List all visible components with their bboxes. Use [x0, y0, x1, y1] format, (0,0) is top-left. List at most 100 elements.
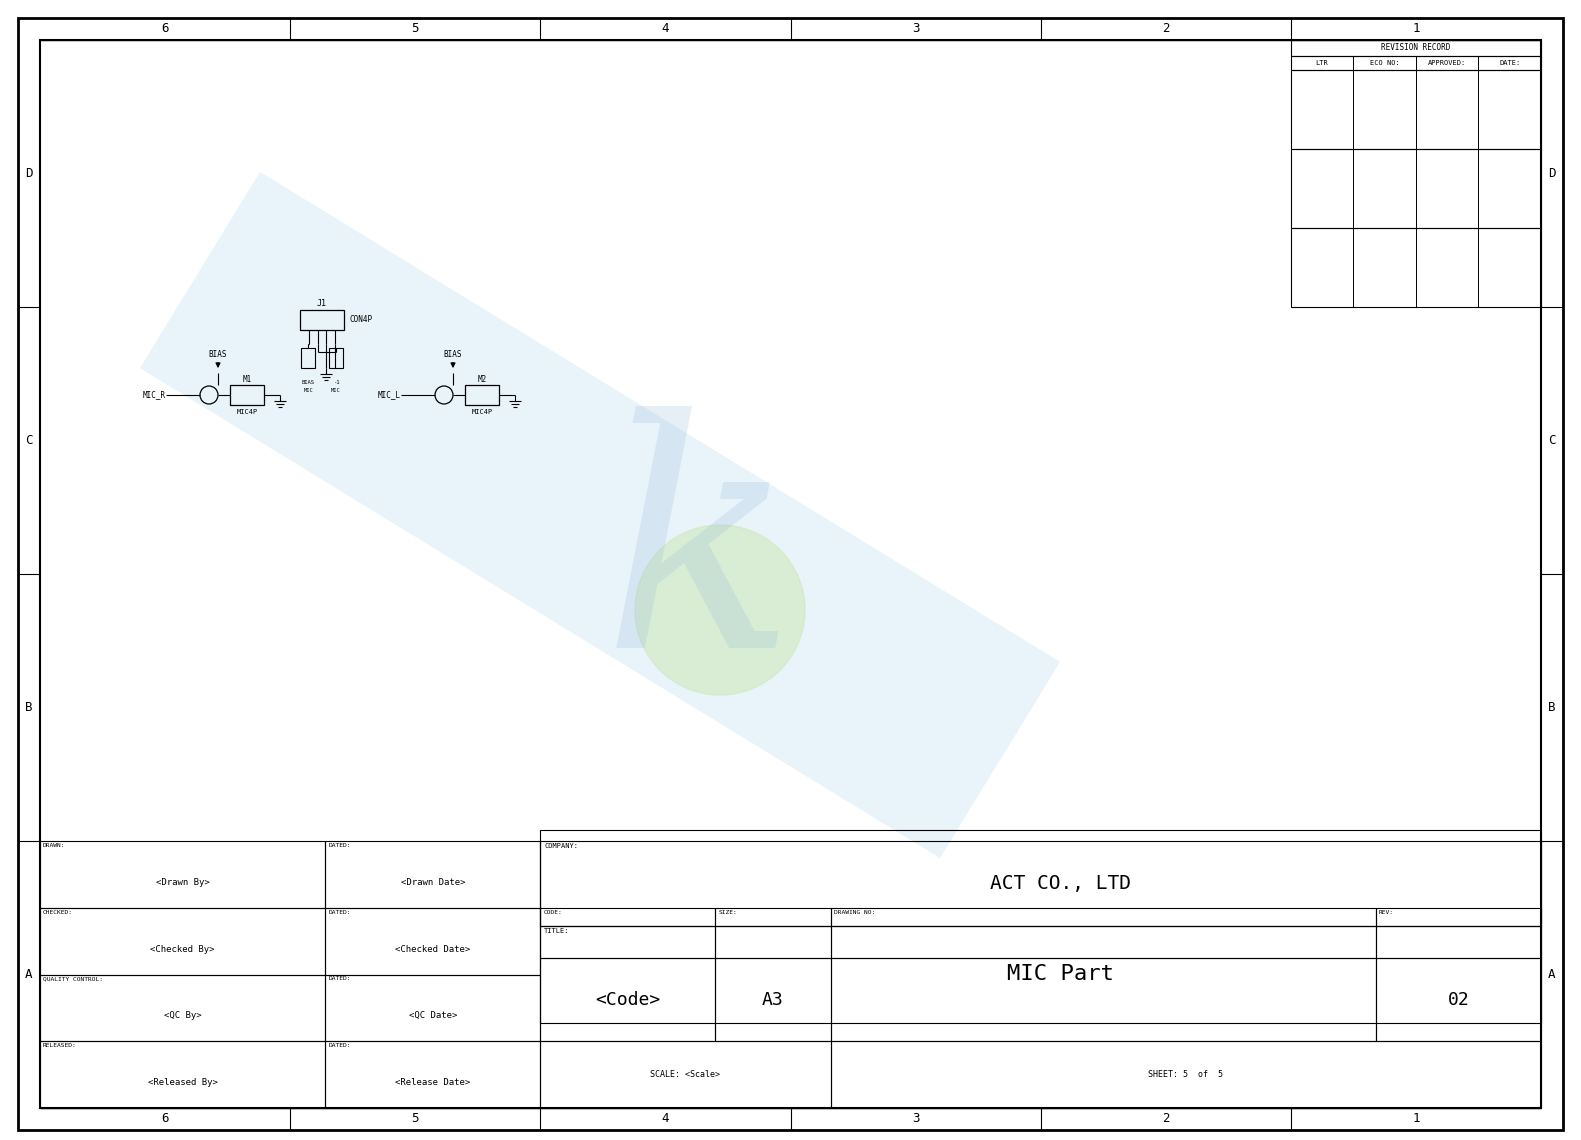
Bar [830, 907, 1375, 959]
Bar [1290, 149, 1541, 228]
Bar [1290, 228, 1541, 307]
Text: CHECKED:: CHECKED: [43, 910, 73, 914]
Text: RELEASED:: RELEASED: [43, 1043, 77, 1049]
Text: M2: M2 [477, 375, 487, 383]
Bar [40, 1041, 326, 1108]
Text: D: D [1548, 166, 1556, 180]
Text: C: C [1548, 434, 1556, 447]
Text: <Released By>: <Released By> [147, 1078, 218, 1088]
Text: QUALITY CONTROL:: QUALITY CONTROL: [43, 977, 103, 982]
Text: MIC: MIC [330, 388, 341, 392]
Bar [40, 975, 326, 1041]
Text: MIC_L: MIC_L [378, 391, 402, 399]
Text: SIZE:: SIZE: [718, 910, 737, 914]
Text: DATED:: DATED: [329, 910, 351, 914]
Text: D: D [25, 166, 33, 180]
Bar [1375, 907, 1541, 959]
Text: BIAS: BIAS [209, 350, 228, 359]
Text: BIAS: BIAS [444, 350, 462, 359]
Text: BIAS: BIAS [302, 380, 315, 384]
Bar [541, 959, 716, 1041]
Text: MIC4P: MIC4P [237, 409, 258, 415]
Text: J1: J1 [318, 299, 327, 308]
Bar [40, 907, 326, 975]
Text: 6: 6 [161, 1113, 169, 1125]
Text: 02: 02 [1448, 991, 1469, 1009]
Bar [326, 975, 541, 1041]
Text: 1: 1 [1412, 1113, 1420, 1125]
Bar [541, 907, 716, 959]
Text: A: A [1548, 968, 1556, 982]
Text: B: B [25, 701, 33, 714]
Text: DATED:: DATED: [329, 977, 351, 982]
Bar [1290, 56, 1541, 70]
FancyArrow shape [141, 172, 1061, 858]
Text: COMPANY:: COMPANY: [544, 842, 579, 849]
Text: <Code>: <Code> [596, 991, 661, 1009]
Bar [326, 1041, 541, 1108]
Text: <Drawn By>: <Drawn By> [155, 878, 209, 887]
Bar [830, 1041, 1541, 1108]
Text: A: A [25, 968, 33, 982]
Text: <QC Date>: <QC Date> [408, 1011, 457, 1020]
Circle shape [636, 526, 805, 695]
Bar [541, 1041, 830, 1108]
Text: DATED:: DATED: [329, 1043, 351, 1049]
Bar [541, 830, 1541, 927]
Text: MIC: MIC [304, 388, 315, 392]
Bar [1375, 959, 1541, 1041]
Text: DRAWING NO:: DRAWING NO: [833, 910, 874, 914]
Text: 4: 4 [662, 23, 669, 35]
Text: <Checked By>: <Checked By> [150, 945, 215, 954]
Text: C: C [25, 434, 33, 447]
Bar [329, 348, 343, 368]
Text: REVISION RECORD: REVISION RECORD [1382, 43, 1451, 52]
Text: k: k [604, 406, 797, 715]
Bar [300, 348, 315, 368]
Text: 4: 4 [662, 1113, 669, 1125]
Bar [541, 927, 1541, 1023]
Text: <Drawn Date>: <Drawn Date> [400, 878, 465, 887]
Text: ACT CO., LTD: ACT CO., LTD [990, 874, 1130, 894]
Text: SHEET: 5  of  5: SHEET: 5 of 5 [1148, 1070, 1224, 1080]
Bar [830, 959, 1375, 1041]
Text: 3: 3 [912, 1113, 919, 1125]
Text: REV:: REV: [1379, 910, 1394, 914]
Text: CON4P: CON4P [349, 316, 372, 325]
Text: 2: 2 [1162, 1113, 1170, 1125]
Text: 5: 5 [411, 23, 419, 35]
Text: <Release Date>: <Release Date> [395, 1078, 471, 1088]
Text: MIC_R: MIC_R [142, 391, 166, 399]
Bar [229, 385, 264, 405]
Text: MIC Part: MIC Part [1007, 964, 1115, 985]
Text: 6: 6 [161, 23, 169, 35]
Text: DATED:: DATED: [329, 842, 351, 848]
Text: MIC4P: MIC4P [471, 409, 493, 415]
Text: B: B [1548, 701, 1556, 714]
Text: APPROVED:: APPROVED: [1428, 60, 1466, 66]
Text: SCALE: <Scale>: SCALE: <Scale> [650, 1070, 721, 1080]
Bar [326, 841, 541, 907]
Bar [1290, 40, 1541, 56]
Text: 2: 2 [1162, 23, 1170, 35]
Bar [541, 841, 1541, 927]
Bar [300, 310, 345, 329]
Text: DRAWN:: DRAWN: [43, 842, 65, 848]
Bar [40, 841, 326, 907]
Text: A3: A3 [762, 991, 784, 1009]
Text: 1: 1 [1412, 23, 1420, 35]
Bar [326, 907, 541, 975]
Text: <QC By>: <QC By> [164, 1011, 201, 1020]
Bar [465, 385, 500, 405]
Bar [716, 959, 830, 1041]
Bar [1290, 70, 1541, 149]
Text: TITLE:: TITLE: [544, 928, 569, 935]
Text: <Checked Date>: <Checked Date> [395, 945, 471, 954]
Text: M1: M1 [242, 375, 251, 383]
Text: 3: 3 [912, 23, 919, 35]
Text: LTR: LTR [1315, 60, 1328, 66]
Text: -1: -1 [332, 380, 340, 384]
Text: ECO NO:: ECO NO: [1369, 60, 1399, 66]
Text: DATE:: DATE: [1499, 60, 1521, 66]
Bar [716, 907, 830, 959]
